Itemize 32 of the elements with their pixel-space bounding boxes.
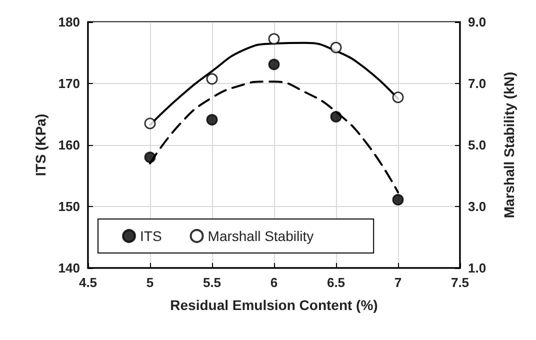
x-tick-label: 5.5 [202,275,222,290]
y2-tick-label: 5.0 [468,138,486,152]
y2-tick-label: 3.0 [468,199,486,214]
x-tick-label: 6 [270,275,278,290]
point [268,58,280,70]
legend-label: Marshall Stability [208,228,314,244]
point [268,33,280,45]
x-tick-label: 7.5 [450,275,470,290]
y-tick-label: 140 [58,260,80,276]
point [392,92,404,104]
point [330,42,342,54]
y-tick-label: 150 [58,199,80,214]
y2-tick-label: 7.0 [468,76,486,91]
point [206,73,218,85]
legend-label: ITS [140,228,162,244]
y-axis-title: ITS (KPa) [32,114,48,176]
x-tick-label: 5 [146,275,154,290]
point [206,114,218,126]
x-tick-label: 7 [394,275,402,290]
y-tick-label: 170 [58,76,80,91]
y2-tick-label: 9.0 [468,14,486,30]
point [144,118,156,130]
y-tick-label: 160 [58,138,80,152]
x-tick-label: 4.5 [78,275,98,290]
point [144,152,156,164]
point [392,194,404,206]
x-tick-label: 6.5 [326,275,346,290]
y2-tick-label: 1.0 [468,260,486,276]
point [330,110,342,122]
x-axis-title: Residual Emulsion Content (%) [170,297,378,313]
y2-axis-title: Marshall Stability (kN) [501,72,517,218]
y-tick-label: 180 [58,14,80,30]
